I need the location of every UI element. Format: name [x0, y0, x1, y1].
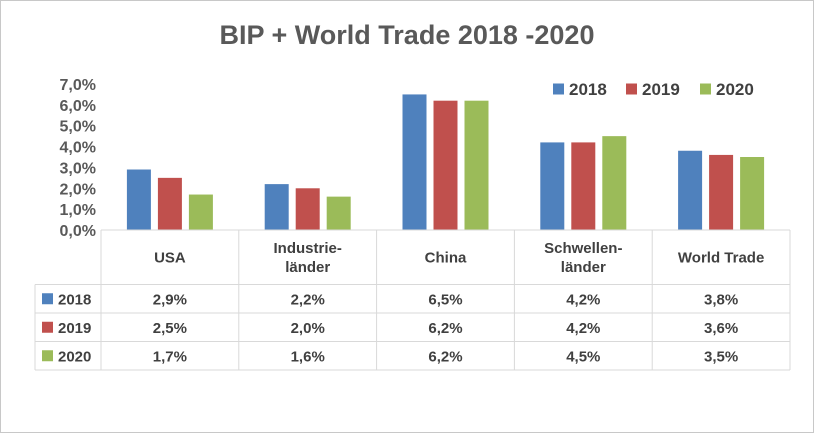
bar-industrie-l-nder-2020	[326, 196, 351, 230]
table-cell-2018-2: 6,5%	[428, 291, 462, 308]
y-axis: 0,0% 1,0% 2,0% 3,0% 4,0% 5,0% 6,0% 7,0%	[60, 77, 96, 240]
category-label-line: USA	[154, 249, 186, 266]
legend: 2018 2019 2020	[553, 80, 754, 99]
category-label-world-trade: World Trade	[678, 249, 764, 266]
y-tick-label: 3,0%	[60, 160, 96, 177]
category-label-industrie-l-nder: Industrie-länder	[274, 240, 342, 276]
category-label-usa: USA	[154, 249, 186, 266]
category-label-schwellen-l-nder: Schwellen-länder	[544, 240, 622, 276]
table-cell-2018-0: 2,9%	[153, 291, 187, 308]
chart-title: BIP + World Trade 2018 -2020	[219, 20, 595, 50]
bars	[126, 94, 765, 230]
bar-world-trade-2018	[678, 150, 703, 230]
bar-usa-2018	[126, 169, 151, 230]
category-label-line: Schwellen-	[544, 240, 622, 257]
y-tick-label: 0,0%	[60, 223, 96, 240]
bar-industrie-l-nder-2019	[295, 188, 320, 230]
bar-schwellen-l-nder-2019	[571, 142, 596, 230]
table-cell-2018-3: 4,2%	[566, 291, 600, 308]
bar-usa-2020	[188, 194, 213, 230]
bar-china-2019	[433, 100, 458, 230]
legend-swatch-2018	[553, 83, 564, 95]
bar-china-2020	[464, 100, 489, 230]
y-tick-label: 4,0%	[60, 140, 96, 157]
table-cell-2020-0: 1,7%	[153, 348, 187, 365]
y-tick-label: 5,0%	[60, 119, 96, 136]
table-cell-2018-4: 3,8%	[704, 291, 738, 308]
table-cell-2020-1: 1,6%	[291, 348, 325, 365]
legend-swatch-2020	[700, 83, 711, 95]
category-label-china: China	[425, 249, 467, 266]
bar-china-2018	[402, 94, 427, 230]
bar-world-trade-2020	[740, 157, 765, 230]
bar-usa-2019	[157, 177, 182, 230]
legend-label-2020: 2020	[716, 80, 754, 99]
bar-world-trade-2019	[709, 154, 734, 230]
table-cell-2019-0: 2,5%	[153, 320, 187, 337]
data-table: USA Industrie-länder China Schwellen-länder…	[34, 229, 791, 371]
table-series-label-2020: 2020	[58, 348, 91, 365]
bar-schwellen-l-nder-2018	[540, 142, 565, 230]
table-cell-2019-3: 4,2%	[566, 320, 600, 337]
category-label-line: länder	[561, 259, 606, 276]
legend-swatch-2019	[626, 83, 637, 95]
legend-label-2019: 2019	[642, 80, 680, 99]
table-cell-2019-1: 2,0%	[291, 320, 325, 337]
table-key-2020	[42, 350, 53, 362]
table-cell-2019-4: 3,6%	[704, 320, 738, 337]
table-series-label-2019: 2019	[58, 320, 91, 337]
table-key-2019	[42, 321, 53, 333]
bar-schwellen-l-nder-2020	[602, 136, 627, 230]
table-cell-2020-2: 6,2%	[428, 348, 462, 365]
table-key-2018	[42, 293, 53, 305]
y-tick-label: 7,0%	[60, 77, 96, 94]
y-tick-label: 1,0%	[60, 202, 96, 219]
y-tick-label: 6,0%	[60, 98, 96, 115]
category-label-line: China	[425, 249, 467, 266]
legend-label-2018: 2018	[569, 80, 607, 99]
table-cell-2020-3: 4,5%	[566, 348, 600, 365]
category-label-line: World Trade	[678, 249, 764, 266]
category-label-line: Industrie-	[274, 240, 342, 257]
table-cell-2019-2: 6,2%	[428, 320, 462, 337]
category-label-line: länder	[285, 259, 330, 276]
table-series-label-2018: 2018	[58, 291, 91, 308]
y-tick-label: 2,0%	[60, 181, 96, 198]
bar-industrie-l-nder-2018	[264, 184, 289, 230]
table-cell-2018-1: 2,2%	[291, 291, 325, 308]
table-cell-2020-4: 3,5%	[704, 348, 738, 365]
